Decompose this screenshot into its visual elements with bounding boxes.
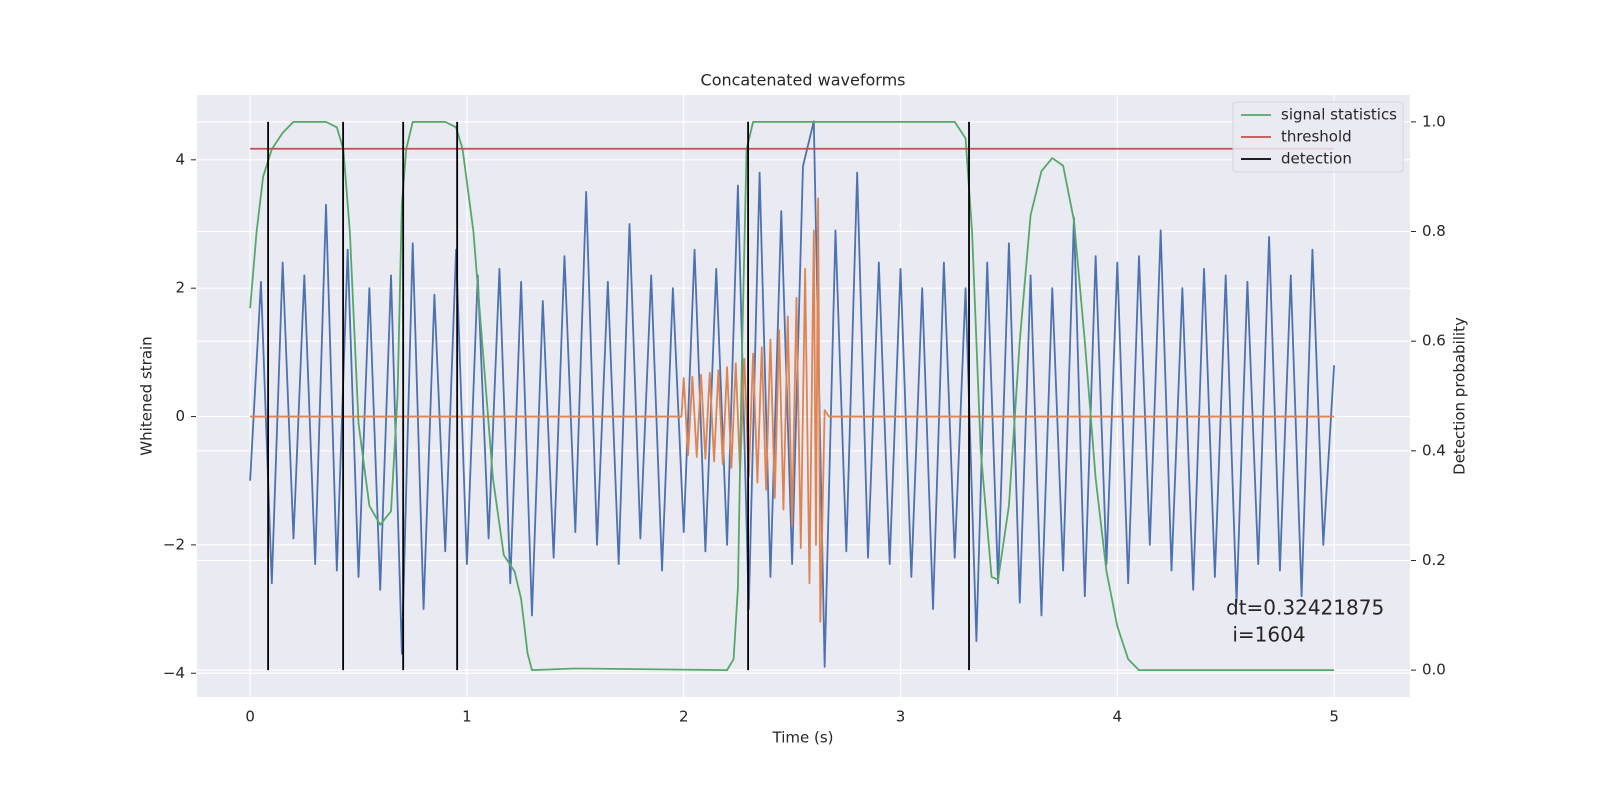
y-axis-label: Whitened strain xyxy=(138,336,156,455)
axes: 0 1 2 3 4 5 −4 −2 0 2 4 0.0 0.2 0.4 0.6 0.8 1.0 xyxy=(163,112,1446,725)
legend: signal statistics threshold detection xyxy=(1232,101,1404,173)
y-tick-label: −4 xyxy=(163,664,185,682)
series-line xyxy=(249,120,1335,672)
y2-axis-label: Detection probability xyxy=(1451,317,1469,475)
y2-tick-label: 0.2 xyxy=(1422,551,1446,569)
marks xyxy=(249,120,1336,672)
x-tick-label: 0 xyxy=(245,708,255,726)
y2-tick-label: 0.8 xyxy=(1422,222,1446,240)
x-tick-label: 5 xyxy=(1329,708,1339,726)
annotation: dt=0.32421875 xyxy=(1226,596,1384,620)
legend-label: threshold xyxy=(1281,128,1352,146)
x-tick-label: 3 xyxy=(896,708,906,726)
series-line xyxy=(250,197,1335,623)
y2-tick-label: 1.0 xyxy=(1422,112,1446,130)
chart-title: Concatenated waveforms xyxy=(701,71,906,90)
x-tick-label: 1 xyxy=(462,708,472,726)
y-tick-label: 2 xyxy=(175,279,185,297)
x-tick-label: 2 xyxy=(679,708,689,726)
legend-box xyxy=(1232,101,1404,173)
x-axis-label: Time (s) xyxy=(772,729,834,747)
annotation: i=1604 xyxy=(1226,623,1306,647)
y2-tick-label: 0.4 xyxy=(1422,441,1446,459)
series-line xyxy=(249,120,1336,668)
legend-label: signal statistics xyxy=(1281,106,1397,124)
legend-label: detection xyxy=(1281,150,1352,168)
y-tick-label: 0 xyxy=(175,407,185,425)
x-tick-label: 4 xyxy=(1113,708,1123,726)
y-tick-label: 4 xyxy=(175,150,185,168)
y2-tick-label: 0.0 xyxy=(1422,661,1446,679)
y2-tick-label: 0.6 xyxy=(1422,332,1446,350)
y-tick-label: −2 xyxy=(163,535,185,553)
